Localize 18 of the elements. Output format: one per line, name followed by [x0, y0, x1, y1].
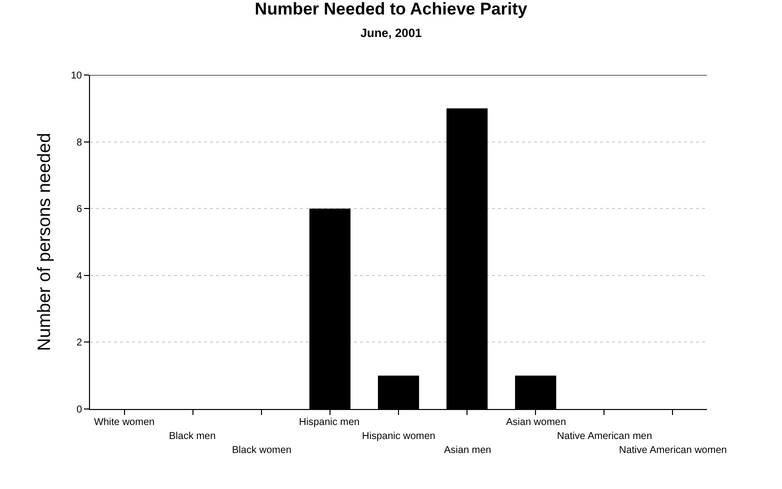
- x-tick-label: White women: [94, 417, 155, 428]
- x-tick-label: Hispanic men: [299, 417, 360, 428]
- y-tick-label: 6: [76, 204, 82, 216]
- chart-title: Number Needed to Achieve Parity: [254, 0, 528, 19]
- x-tick-label: Black women: [232, 445, 292, 456]
- y-tick-label: 2: [76, 338, 82, 349]
- x-tick-label: Black men: [169, 431, 216, 442]
- y-tick-label: 0: [76, 404, 82, 416]
- chart-subtitle: June, 2001: [360, 26, 422, 40]
- x-tick-label: Asian men: [444, 445, 492, 456]
- y-tick-label: 4: [76, 270, 82, 282]
- x-tick-label: Native American men: [557, 431, 652, 442]
- y-tick-label: 8: [76, 137, 82, 148]
- x-tick-label: Hispanic women: [362, 431, 436, 442]
- y-axis-title: Number of persons needed: [34, 132, 54, 352]
- y-tick-label: 10: [70, 70, 82, 82]
- x-tick-label: Asian women: [506, 417, 566, 428]
- x-tick-label: Native American women: [619, 445, 727, 456]
